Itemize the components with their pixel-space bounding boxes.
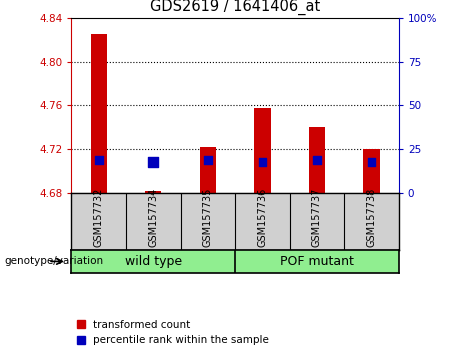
Point xyxy=(149,159,157,165)
Bar xyxy=(145,191,161,193)
Text: GSM157737: GSM157737 xyxy=(312,187,322,247)
Bar xyxy=(90,34,107,193)
Text: GSM157736: GSM157736 xyxy=(257,188,267,247)
Legend: transformed count, percentile rank within the sample: transformed count, percentile rank withi… xyxy=(77,320,269,345)
Bar xyxy=(200,147,216,193)
Point xyxy=(259,159,266,165)
Text: GSM157738: GSM157738 xyxy=(366,188,377,247)
Text: GSM157732: GSM157732 xyxy=(94,187,104,247)
Bar xyxy=(254,108,271,193)
Point xyxy=(95,157,102,163)
Point xyxy=(313,157,321,163)
Text: POF mutant: POF mutant xyxy=(280,255,354,268)
Bar xyxy=(363,149,380,193)
Text: wild type: wild type xyxy=(125,255,182,268)
Point xyxy=(368,159,375,165)
Title: GDS2619 / 1641406_at: GDS2619 / 1641406_at xyxy=(150,0,320,15)
Bar xyxy=(309,127,325,193)
Text: genotype/variation: genotype/variation xyxy=(5,256,104,267)
Text: GSM157735: GSM157735 xyxy=(203,187,213,247)
Text: GSM157734: GSM157734 xyxy=(148,188,158,247)
Point xyxy=(204,157,212,163)
